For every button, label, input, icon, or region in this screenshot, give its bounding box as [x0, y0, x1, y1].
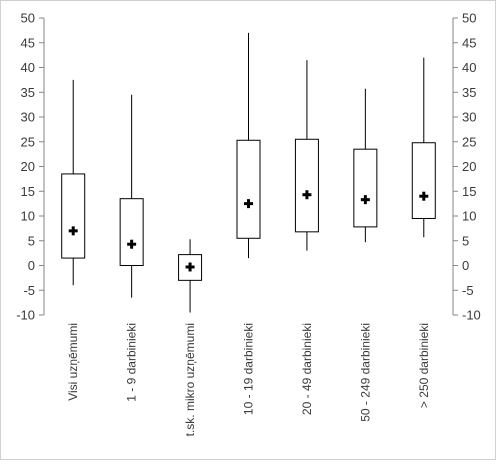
box-iqr — [61, 173, 86, 259]
y-tick-label-right: 50 — [462, 11, 476, 26]
y-tick-label-right: 20 — [462, 159, 476, 174]
category-label: 20 - 49 darbinieki — [300, 323, 314, 415]
y-tick-label-right: 45 — [462, 35, 476, 50]
y-tick-label-left: 0 — [28, 258, 35, 273]
y-tick-label-left: 25 — [21, 134, 35, 149]
y-tick-label-left: 30 — [21, 110, 35, 125]
y-tick-label-left: 20 — [21, 159, 35, 174]
y-tick-label-left: 5 — [28, 233, 35, 248]
y-tick-label-right: -5 — [462, 283, 474, 298]
category-label: Visi uzņēmumi — [66, 323, 80, 401]
y-tick-label-left: 35 — [21, 85, 35, 100]
category-label: 1 - 9 darbinieki — [125, 323, 139, 402]
box-iqr — [236, 139, 261, 239]
box-iqr — [119, 198, 144, 266]
y-tick-label-left: 40 — [21, 60, 35, 75]
y-tick-label-right: 30 — [462, 110, 476, 125]
category-label: > 250 darbinieki — [417, 323, 431, 408]
y-tick-label-left: 10 — [21, 209, 35, 224]
y-tick-label-right: 5 — [462, 233, 469, 248]
category-label: 50 - 249 darbinieki — [358, 323, 372, 422]
y-tick-label-right: 10 — [462, 209, 476, 224]
y-tick-label-left: 45 — [21, 35, 35, 50]
y-tick-label-left: -5 — [23, 283, 35, 298]
category-label: t.sk. mikro uzņēmumi — [183, 323, 197, 436]
box-iqr — [294, 138, 319, 233]
box-iqr — [411, 142, 436, 219]
y-tick-label-right: 25 — [462, 134, 476, 149]
y-tick-label-right: 35 — [462, 85, 476, 100]
y-tick-label-right: 0 — [462, 258, 469, 273]
box-iqr — [353, 148, 378, 228]
y-tick-label-right: 15 — [462, 184, 476, 199]
y-tick-label-left: 50 — [21, 11, 35, 26]
y-tick-label-right: 40 — [462, 60, 476, 75]
y-tick-label-left: -10 — [16, 308, 35, 323]
y-tick-label-right: -10 — [462, 308, 481, 323]
category-label: 10 - 19 darbinieki — [242, 323, 256, 415]
y-tick-label-left: 15 — [21, 184, 35, 199]
